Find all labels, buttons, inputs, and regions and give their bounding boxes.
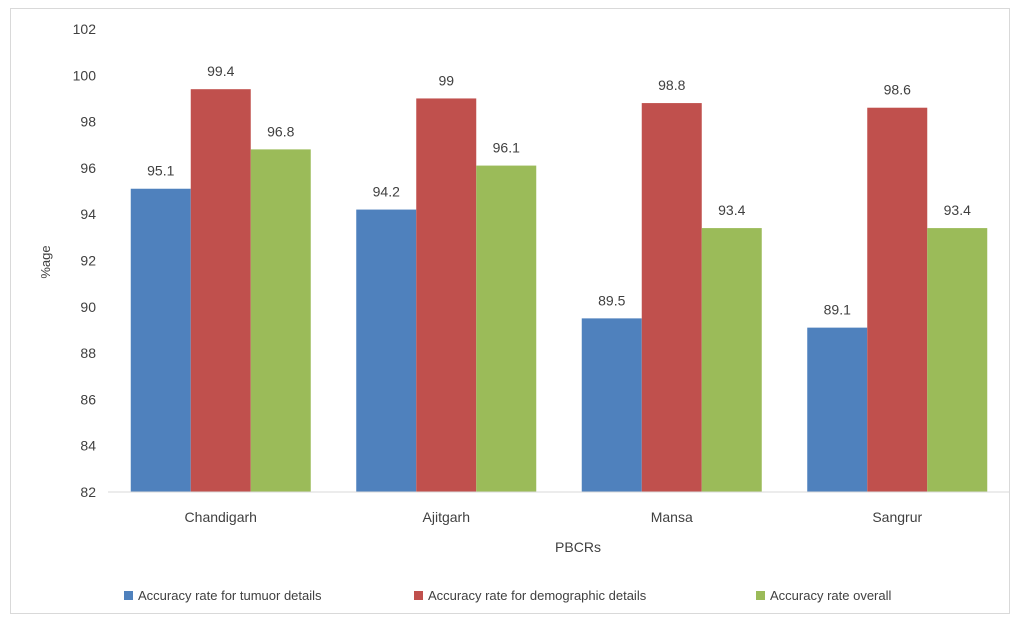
legend-swatch <box>756 591 765 600</box>
bar <box>356 209 417 492</box>
bar <box>581 318 642 492</box>
data-label: 95.1 <box>147 163 174 179</box>
data-label: 94.2 <box>373 184 400 200</box>
data-label: 89.5 <box>598 292 625 308</box>
y-tick-label: 96 <box>80 160 96 176</box>
data-label: 99.4 <box>207 63 234 79</box>
data-label: 99 <box>438 72 454 88</box>
data-label: 93.4 <box>718 202 745 218</box>
bar <box>250 149 311 492</box>
bar <box>807 327 868 492</box>
bar <box>927 228 988 492</box>
bars <box>130 89 988 493</box>
chart-frame <box>10 8 1010 614</box>
bar <box>416 98 477 492</box>
y-tick-label: 86 <box>80 391 96 407</box>
data-label: 98.8 <box>658 77 685 93</box>
bar <box>130 188 191 493</box>
y-tick-label: 82 <box>80 484 96 500</box>
data-labels: 95.1 99.4 96.8 94.2 99 96.1 89.5 98.8 93.4 89.1 98… <box>147 63 971 317</box>
data-label: 89.1 <box>824 302 851 318</box>
legend: Accuracy rate for tumuor details Accuracy… <box>124 588 891 603</box>
y-axis-label: %age <box>38 245 53 278</box>
y-tick-label: 88 <box>80 345 96 361</box>
y-axis-ticks: 82 84 86 88 90 92 94 96 98 100 102 <box>73 21 97 500</box>
x-axis-label: PBCRs <box>555 539 601 555</box>
legend-swatch <box>124 591 133 600</box>
bar <box>476 165 537 492</box>
bar <box>641 103 702 492</box>
x-tick-label: Chandigarh <box>185 509 257 525</box>
y-tick-label: 84 <box>80 438 96 454</box>
bar <box>190 89 251 492</box>
x-tick-label: Mansa <box>651 509 693 525</box>
x-tick-label: Sangrur <box>872 509 922 525</box>
x-tick-label: Ajitgarh <box>423 509 470 525</box>
bar <box>867 107 928 493</box>
x-axis-ticks: Chandigarh Ajitgarh Mansa Sangrur <box>185 509 923 525</box>
data-label: 96.8 <box>267 123 294 139</box>
data-label: 98.6 <box>884 82 911 98</box>
legend-swatch <box>414 591 423 600</box>
bar <box>701 228 762 492</box>
legend-label: Accuracy rate overall <box>770 588 891 603</box>
y-tick-label: 100 <box>73 67 97 83</box>
y-tick-label: 98 <box>80 114 96 130</box>
y-tick-label: 92 <box>80 253 96 269</box>
data-label: 93.4 <box>944 202 971 218</box>
data-label: 96.1 <box>493 140 520 156</box>
legend-label: Accuracy rate for demographic details <box>428 588 647 603</box>
y-tick-label: 90 <box>80 299 96 315</box>
legend-label: Accuracy rate for tumuor details <box>138 588 322 603</box>
y-tick-label: 102 <box>73 21 97 37</box>
y-tick-label: 94 <box>80 206 96 222</box>
